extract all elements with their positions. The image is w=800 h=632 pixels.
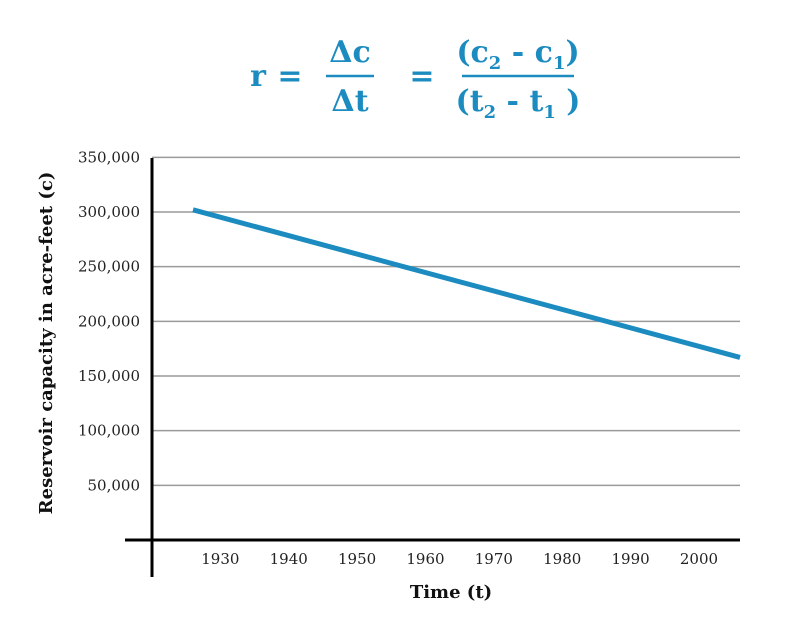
y-axis-tick-labels: 50,000 100,000 150,000 200,000 250,000 300,00… [78,148,140,494]
x-tick-label: 1930 [201,550,239,568]
x-tick-label: 2000 [680,550,718,568]
formula-equals-2: = [409,59,434,94]
x-tick-label: 1950 [338,550,376,568]
formula-c-difference: (c2 - c1) [456,35,579,74]
formula-delta-t: Δt [331,84,368,119]
y-tick-label: 200,000 [78,312,140,330]
rate-formula: r = Δc Δt = (c2 - c1) (t2 - t1 ) [250,35,580,123]
y-tick-label: 350,000 [78,148,140,166]
x-tick-label: 1980 [543,550,581,568]
series-line [192,207,741,360]
x-tick-label: 1940 [270,550,308,568]
x-tick-label: 1970 [475,550,513,568]
x-axis-title: Time (t) [410,582,492,603]
data-series [192,207,741,360]
y-tick-label: 150,000 [78,367,140,385]
x-axis-tick-labels: 1930 1940 1950 1960 1970 1980 1990 2000 [201,550,718,568]
x-tick-label: 1960 [406,550,444,568]
y-tick-label: 300,000 [78,203,140,221]
y-tick-label: 250,000 [78,258,140,276]
formula-delta-c: Δc [329,35,371,70]
gridlines [152,156,740,487]
y-tick-label: 100,000 [78,422,140,440]
formula-equals-1: = [277,59,302,94]
formula-lhs: r [250,59,267,94]
y-axis-title: Reservoir capacity in acre-feet (c) [36,172,57,515]
formula-t-difference: (t2 - t1 ) [456,84,581,123]
x-tick-label: 1990 [612,550,650,568]
y-tick-label: 50,000 [88,476,141,494]
